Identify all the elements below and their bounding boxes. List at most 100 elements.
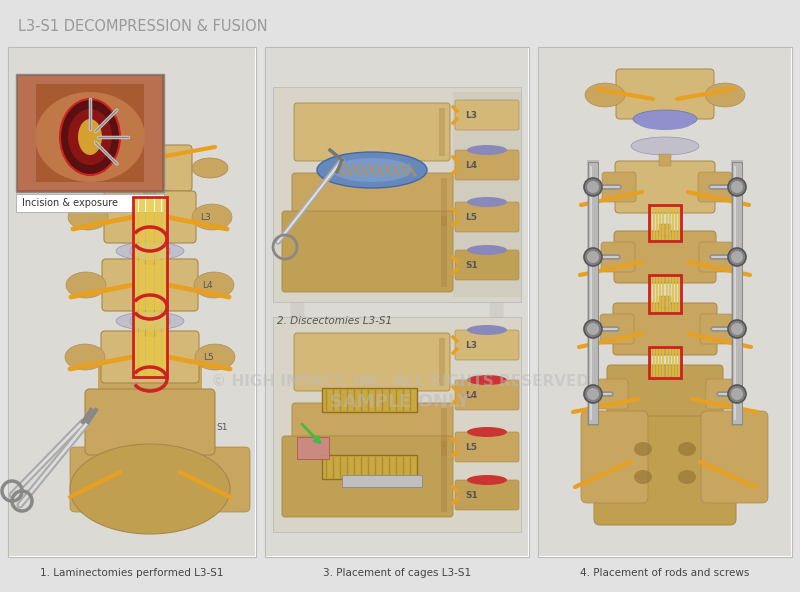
Ellipse shape bbox=[678, 442, 696, 456]
FancyBboxPatch shape bbox=[455, 202, 519, 232]
Ellipse shape bbox=[728, 248, 746, 266]
Ellipse shape bbox=[587, 323, 599, 335]
Ellipse shape bbox=[585, 83, 625, 107]
Ellipse shape bbox=[130, 241, 170, 261]
Ellipse shape bbox=[195, 344, 235, 370]
Bar bbox=[732, 162, 742, 424]
FancyBboxPatch shape bbox=[613, 303, 717, 355]
Bar bbox=[538, 47, 792, 557]
Ellipse shape bbox=[60, 99, 120, 175]
FancyBboxPatch shape bbox=[455, 330, 519, 360]
FancyBboxPatch shape bbox=[85, 389, 215, 455]
Ellipse shape bbox=[70, 444, 230, 534]
FancyBboxPatch shape bbox=[706, 379, 740, 409]
Text: 1. Laminectomies performed L3-S1: 1. Laminectomies performed L3-S1 bbox=[40, 568, 224, 578]
FancyBboxPatch shape bbox=[292, 173, 453, 231]
Ellipse shape bbox=[678, 470, 696, 484]
Bar bbox=[539, 48, 791, 556]
Text: L3: L3 bbox=[465, 340, 477, 349]
Ellipse shape bbox=[467, 475, 507, 485]
Ellipse shape bbox=[192, 204, 232, 230]
Text: SAMPLE ONLY: SAMPLE ONLY bbox=[330, 393, 470, 411]
FancyBboxPatch shape bbox=[594, 379, 628, 409]
Bar bbox=[342, 475, 422, 487]
FancyBboxPatch shape bbox=[102, 259, 198, 311]
Ellipse shape bbox=[731, 388, 743, 400]
FancyBboxPatch shape bbox=[282, 436, 453, 517]
Ellipse shape bbox=[587, 388, 599, 400]
Bar bbox=[8, 47, 256, 557]
FancyBboxPatch shape bbox=[70, 447, 130, 512]
Ellipse shape bbox=[35, 92, 145, 182]
FancyBboxPatch shape bbox=[698, 172, 732, 202]
Ellipse shape bbox=[68, 109, 112, 165]
Ellipse shape bbox=[116, 312, 184, 330]
Ellipse shape bbox=[467, 197, 507, 207]
FancyBboxPatch shape bbox=[101, 331, 199, 383]
Ellipse shape bbox=[637, 114, 693, 130]
Bar bbox=[36, 84, 144, 182]
Ellipse shape bbox=[332, 158, 412, 182]
Bar bbox=[588, 162, 598, 424]
Bar bbox=[441, 178, 447, 226]
Text: S1: S1 bbox=[216, 423, 227, 432]
FancyBboxPatch shape bbox=[294, 333, 450, 391]
Ellipse shape bbox=[72, 158, 108, 178]
FancyBboxPatch shape bbox=[600, 314, 634, 344]
FancyBboxPatch shape bbox=[601, 242, 635, 272]
Ellipse shape bbox=[130, 311, 170, 331]
Bar bbox=[297, 437, 329, 459]
Bar bbox=[265, 47, 529, 557]
FancyBboxPatch shape bbox=[455, 432, 519, 462]
FancyBboxPatch shape bbox=[659, 154, 671, 166]
FancyBboxPatch shape bbox=[659, 224, 671, 236]
Text: L4: L4 bbox=[202, 281, 213, 289]
Ellipse shape bbox=[731, 181, 743, 193]
Bar bbox=[649, 205, 681, 241]
Bar bbox=[16, 74, 164, 192]
Text: S1: S1 bbox=[465, 260, 478, 269]
Bar bbox=[322, 388, 417, 412]
Bar bbox=[322, 455, 417, 479]
FancyBboxPatch shape bbox=[602, 172, 636, 202]
FancyBboxPatch shape bbox=[455, 480, 519, 510]
Ellipse shape bbox=[705, 83, 745, 107]
Bar bbox=[441, 441, 447, 512]
Ellipse shape bbox=[634, 470, 652, 484]
Ellipse shape bbox=[587, 181, 599, 193]
FancyBboxPatch shape bbox=[607, 365, 723, 423]
Ellipse shape bbox=[728, 178, 746, 196]
Ellipse shape bbox=[467, 245, 507, 255]
Text: © HIGH IMPACT, INC. ALL RIGHTS RESERVED: © HIGH IMPACT, INC. ALL RIGHTS RESERVED bbox=[211, 375, 589, 390]
FancyBboxPatch shape bbox=[699, 242, 733, 272]
Ellipse shape bbox=[728, 320, 746, 338]
Bar bbox=[273, 317, 521, 532]
Text: L3: L3 bbox=[200, 213, 210, 221]
FancyBboxPatch shape bbox=[455, 250, 519, 280]
FancyBboxPatch shape bbox=[581, 411, 648, 503]
Ellipse shape bbox=[467, 375, 507, 385]
Text: L5: L5 bbox=[203, 352, 214, 362]
FancyBboxPatch shape bbox=[144, 184, 156, 196]
FancyBboxPatch shape bbox=[455, 380, 519, 410]
Ellipse shape bbox=[192, 158, 228, 178]
Ellipse shape bbox=[66, 272, 106, 298]
Ellipse shape bbox=[633, 110, 697, 128]
Bar bbox=[266, 48, 528, 556]
FancyBboxPatch shape bbox=[282, 211, 453, 292]
Bar bbox=[649, 347, 681, 378]
FancyBboxPatch shape bbox=[104, 191, 196, 243]
Ellipse shape bbox=[587, 251, 599, 263]
Bar bbox=[439, 338, 445, 386]
FancyBboxPatch shape bbox=[455, 100, 519, 130]
Ellipse shape bbox=[317, 152, 427, 188]
Text: L5: L5 bbox=[465, 442, 477, 452]
Bar bbox=[649, 275, 681, 313]
Text: L5: L5 bbox=[465, 213, 477, 221]
FancyBboxPatch shape bbox=[108, 145, 192, 191]
FancyBboxPatch shape bbox=[616, 69, 714, 119]
FancyBboxPatch shape bbox=[659, 296, 671, 308]
FancyBboxPatch shape bbox=[292, 403, 453, 461]
FancyBboxPatch shape bbox=[144, 252, 156, 264]
FancyBboxPatch shape bbox=[144, 324, 156, 336]
